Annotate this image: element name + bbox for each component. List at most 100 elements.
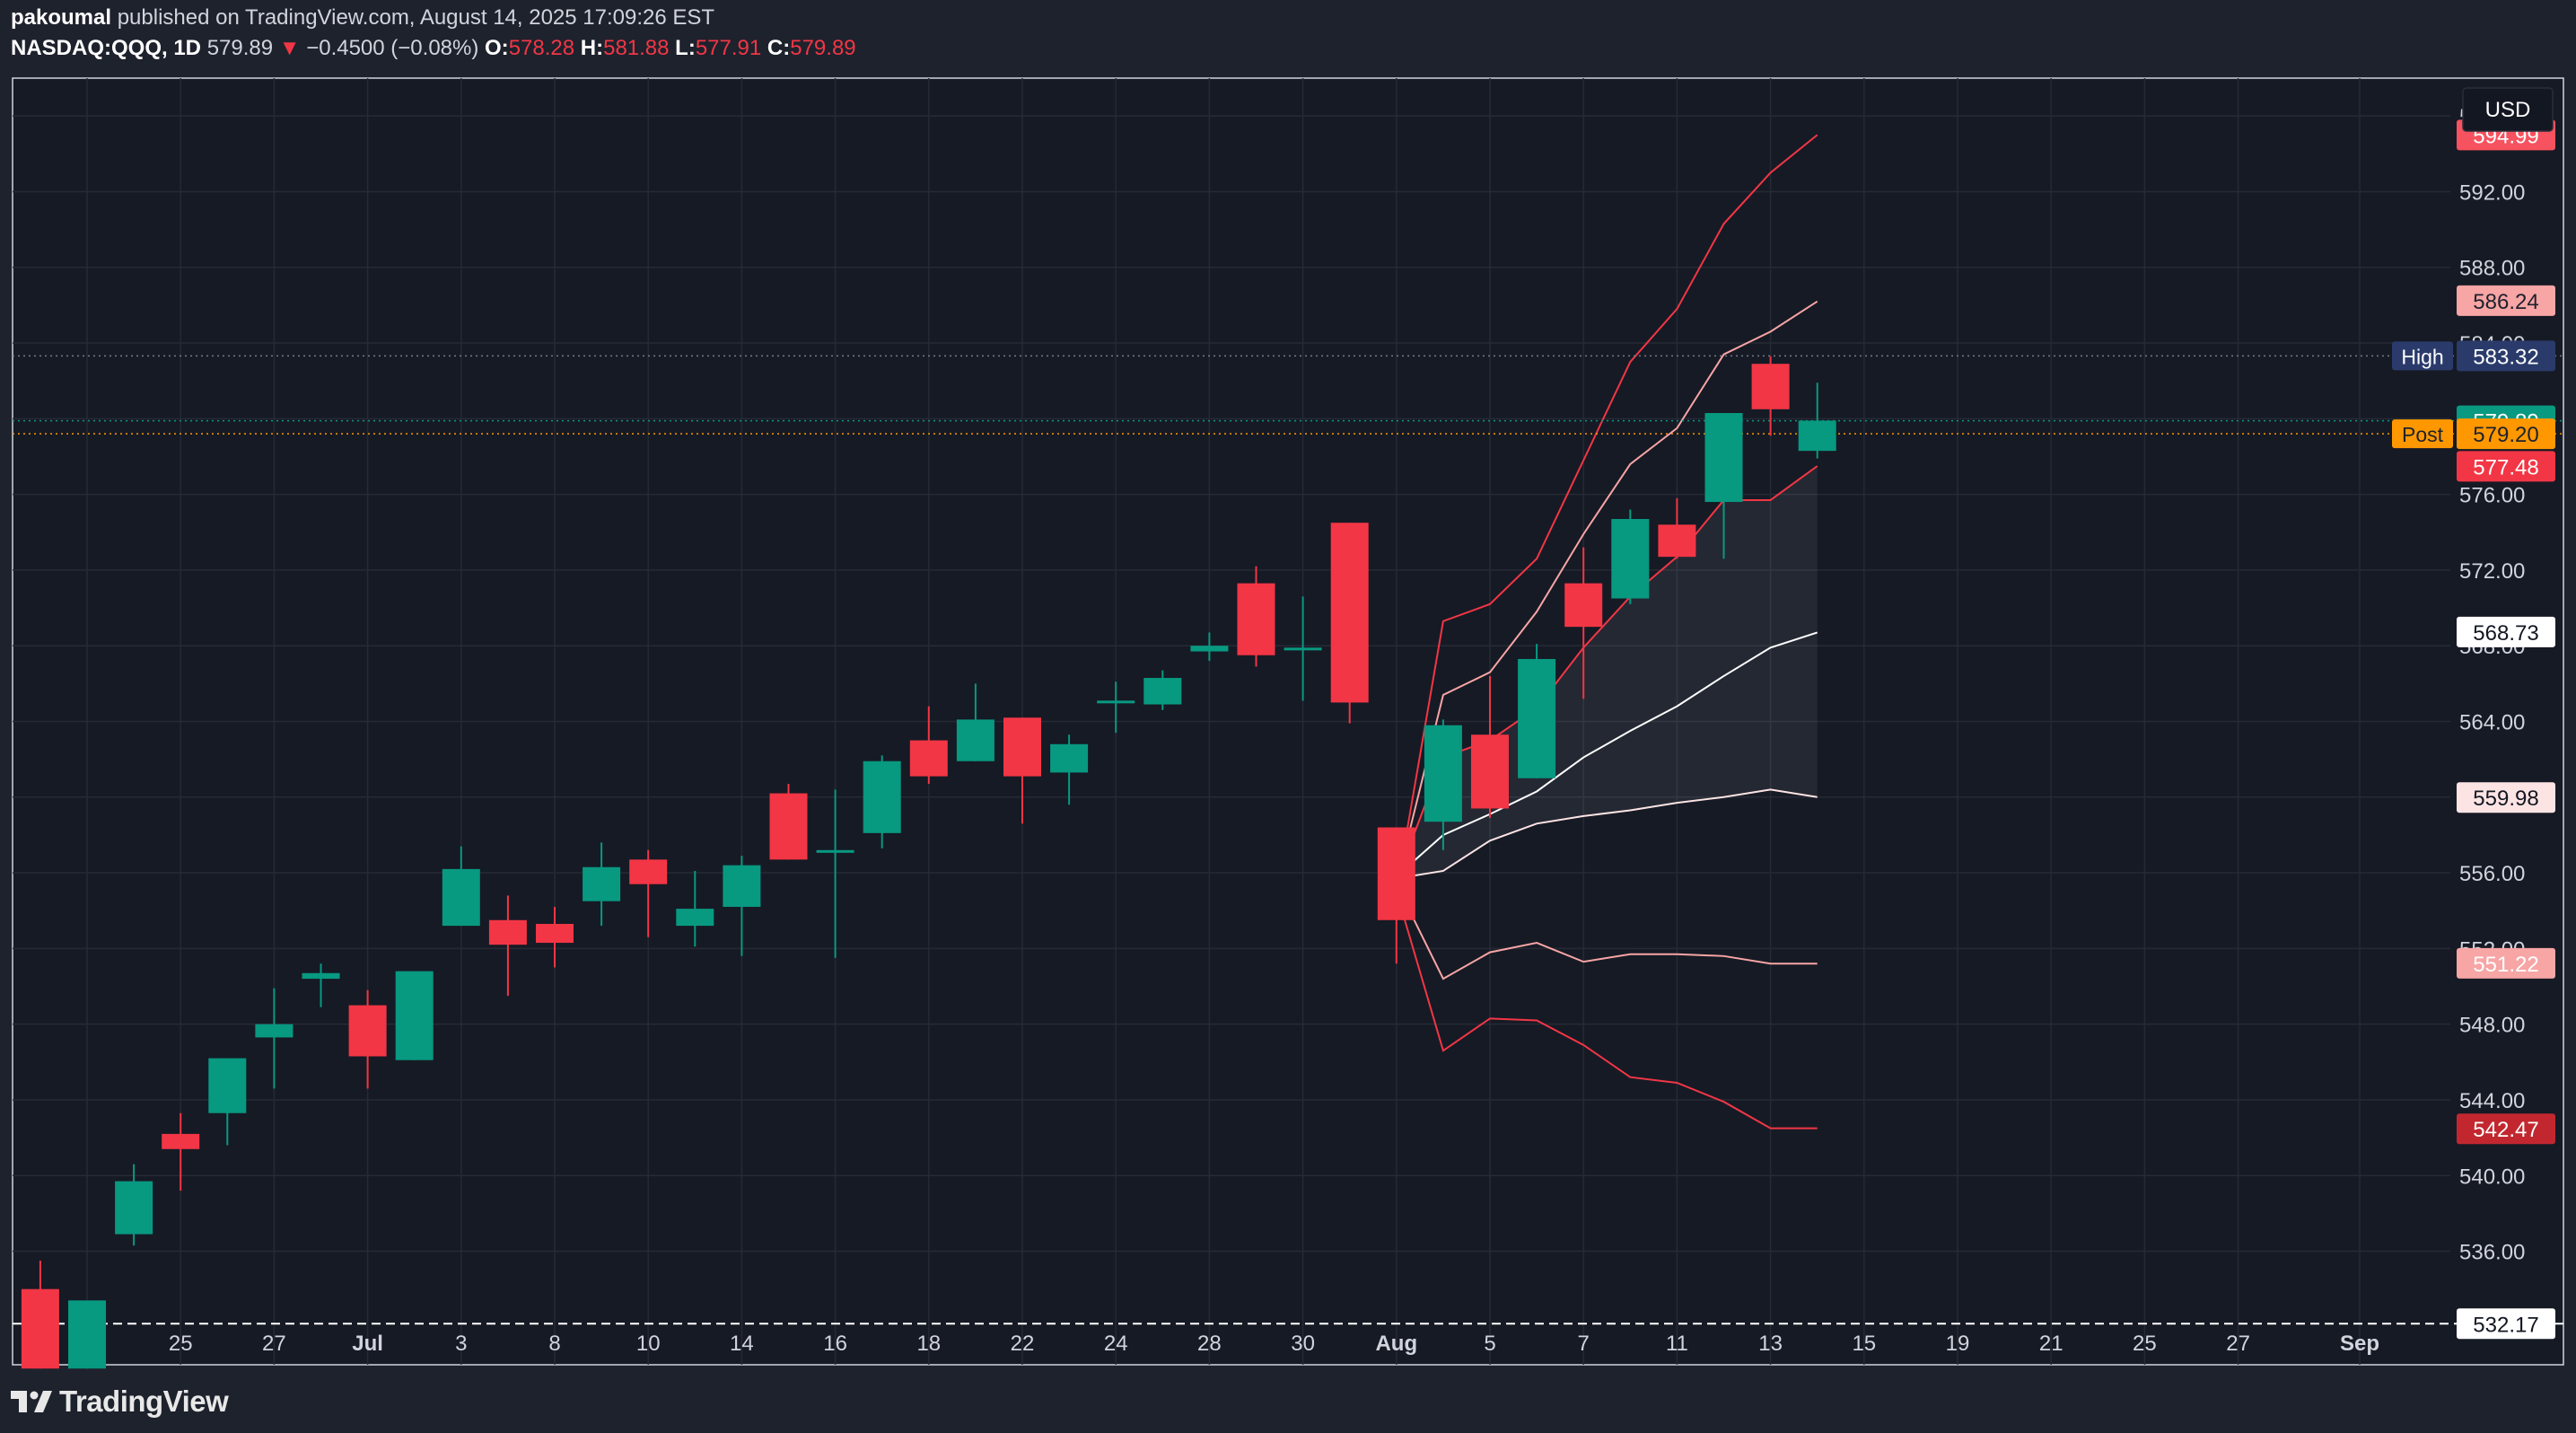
- candle[interactable]: [442, 868, 480, 927]
- x-tick-label: 15: [1852, 1332, 1876, 1356]
- candle[interactable]: [629, 859, 668, 884]
- candle[interactable]: [302, 972, 340, 980]
- candle[interactable]: [1518, 658, 1556, 778]
- candle[interactable]: [816, 849, 854, 853]
- candle[interactable]: [395, 971, 434, 1060]
- candle[interactable]: [1284, 647, 1322, 651]
- close-label: C:: [767, 36, 791, 60]
- band-line-lower-inner: [1396, 788, 1818, 880]
- candle[interactable]: [1611, 519, 1650, 599]
- candle[interactable]: [1003, 717, 1041, 777]
- y-tick-label: 548.00: [2459, 1014, 2525, 1038]
- price-label-bg: [2457, 451, 2555, 482]
- x-tick-label: 5: [1484, 1332, 1495, 1356]
- x-tick-label: 13: [1758, 1332, 1783, 1356]
- x-tick-label: 28: [1197, 1332, 1222, 1356]
- candle[interactable]: [1143, 678, 1182, 705]
- candle[interactable]: [255, 1024, 294, 1038]
- currency-button[interactable]: [2462, 87, 2554, 132]
- x-tick-label: 22: [1011, 1332, 1035, 1356]
- price-label: 568.73: [2473, 621, 2538, 646]
- high-label: H:: [580, 36, 604, 60]
- candle[interactable]: [536, 923, 574, 944]
- x-tick-label: 27: [2226, 1332, 2250, 1356]
- ohlc-legend: NASDAQ:QQQ, 1D 579.89 ▼ −0.4500 (−0.08%)…: [11, 36, 856, 61]
- band-line-upper2: [1395, 134, 1818, 892]
- price-label-bg: [2457, 1113, 2555, 1145]
- candle[interactable]: [676, 909, 714, 927]
- y-tick-label: 572.00: [2459, 559, 2525, 584]
- x-tick-label: 11: [1666, 1332, 1688, 1356]
- candle[interactable]: [1424, 725, 1462, 822]
- x-tick-label: 7: [1578, 1332, 1590, 1356]
- x-tick-label: 21: [2039, 1332, 2063, 1356]
- candle[interactable]: [583, 866, 621, 901]
- x-tick-label: Aug: [1375, 1332, 1417, 1356]
- candle[interactable]: [348, 1005, 387, 1057]
- x-tick-label: 10: [636, 1332, 661, 1356]
- band-line-middle-upper: [1395, 465, 1818, 881]
- candle[interactable]: [162, 1133, 200, 1149]
- price-label-bg: [2457, 285, 2555, 316]
- currency-label: USD: [2485, 98, 2531, 122]
- price-label: 532.17: [2473, 1313, 2538, 1337]
- y-tick-label: 588.00: [2459, 257, 2525, 281]
- y-tick-label: 564.00: [2459, 711, 2525, 735]
- y-tick-label: 576.00: [2459, 484, 2525, 508]
- candle[interactable]: [909, 740, 948, 777]
- candle[interactable]: [723, 865, 761, 908]
- y-tick-label: 536.00: [2459, 1241, 2525, 1265]
- price-label: 579.20: [2473, 423, 2538, 447]
- candle[interactable]: [1564, 583, 1603, 628]
- candle[interactable]: [68, 1300, 106, 1369]
- tradingview-logo[interactable]: TradingView: [11, 1385, 229, 1419]
- candle[interactable]: [115, 1181, 153, 1235]
- high-value: 581.88: [603, 36, 670, 60]
- last-price: 579.89: [206, 36, 274, 60]
- x-tick-label: 18: [916, 1332, 941, 1356]
- candle[interactable]: [1097, 700, 1135, 704]
- candle[interactable]: [769, 793, 808, 860]
- y-tick-label: 592.00: [2459, 180, 2525, 205]
- candle[interactable]: [1798, 420, 1836, 452]
- author-name[interactable]: pakoumal: [11, 5, 112, 30]
- candle[interactable]: [1237, 583, 1275, 655]
- price-label-bg: [2457, 418, 2555, 450]
- x-tick-label: 16: [823, 1332, 847, 1356]
- candle[interactable]: [1471, 734, 1509, 809]
- x-tick-label: 25: [2133, 1332, 2157, 1356]
- candle[interactable]: [1704, 413, 1743, 503]
- price-label: 577.48: [2473, 455, 2538, 479]
- tradingview-logo-icon: [11, 1391, 52, 1412]
- symbol-label[interactable]: NASDAQ:QQQ, 1D: [11, 36, 202, 60]
- high-tag: High: [2401, 345, 2443, 368]
- candle[interactable]: [1377, 827, 1415, 920]
- candle[interactable]: [1190, 646, 1229, 652]
- x-tick-label: Jul: [352, 1332, 383, 1356]
- band-line-lower1: [1395, 884, 1818, 980]
- open-value: 578.28: [508, 36, 575, 60]
- low-value: 577.91: [695, 36, 762, 60]
- x-tick-label: 24: [1104, 1332, 1128, 1356]
- x-tick-label: 3: [455, 1332, 467, 1356]
- candle[interactable]: [1050, 743, 1089, 773]
- price-label-bg: [2457, 947, 2555, 979]
- price-label: 559.98: [2473, 787, 2538, 811]
- post-tag: Post: [2402, 423, 2444, 446]
- band-line-upper1: [1395, 300, 1818, 884]
- candle[interactable]: [863, 760, 901, 833]
- x-tick-label: 14: [730, 1332, 754, 1356]
- open-label: O:: [485, 36, 509, 60]
- candle[interactable]: [488, 919, 527, 945]
- candle[interactable]: [1658, 524, 1696, 558]
- close-value: 579.89: [790, 36, 856, 60]
- price-label: 586.24: [2473, 290, 2538, 314]
- candle[interactable]: [21, 1288, 59, 1369]
- candle[interactable]: [956, 719, 994, 761]
- candle[interactable]: [208, 1058, 247, 1113]
- candle[interactable]: [1751, 364, 1790, 409]
- price-label-bg: [2457, 616, 2555, 647]
- x-tick-label: 25: [169, 1332, 193, 1356]
- candle[interactable]: [1330, 523, 1369, 703]
